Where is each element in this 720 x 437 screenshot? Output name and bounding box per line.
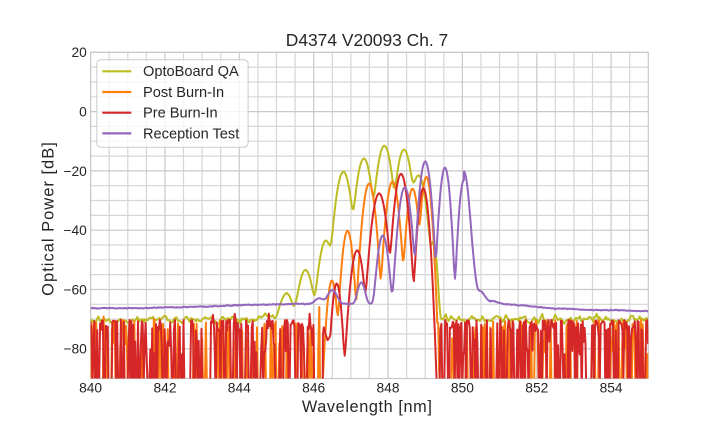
svg-text:846: 846 bbox=[302, 380, 325, 395]
svg-text:840: 840 bbox=[79, 380, 102, 395]
svg-text:850: 850 bbox=[451, 380, 474, 395]
svg-text:Optical Power [dB]: Optical Power [dB] bbox=[39, 141, 57, 296]
svg-text:0: 0 bbox=[79, 105, 87, 120]
svg-text:−40: −40 bbox=[63, 223, 87, 238]
svg-text:842: 842 bbox=[153, 380, 176, 395]
svg-text:848: 848 bbox=[376, 380, 399, 395]
svg-text:OptoBoard QA: OptoBoard QA bbox=[143, 64, 239, 80]
svg-text:852: 852 bbox=[525, 380, 548, 395]
svg-text:D4374 V20093 Ch. 7: D4374 V20093 Ch. 7 bbox=[286, 30, 448, 50]
svg-text:Pre Burn-In: Pre Burn-In bbox=[143, 106, 218, 122]
svg-text:Reception Test: Reception Test bbox=[143, 126, 239, 142]
svg-text:−80: −80 bbox=[63, 342, 87, 357]
svg-text:Wavelength [nm]: Wavelength [nm] bbox=[302, 398, 433, 416]
svg-text:−20: −20 bbox=[63, 164, 87, 179]
svg-text:Post Burn-In: Post Burn-In bbox=[143, 85, 224, 101]
svg-text:854: 854 bbox=[600, 380, 623, 395]
svg-text:−60: −60 bbox=[63, 282, 87, 297]
svg-text:20: 20 bbox=[71, 45, 87, 60]
svg-text:844: 844 bbox=[228, 380, 251, 395]
